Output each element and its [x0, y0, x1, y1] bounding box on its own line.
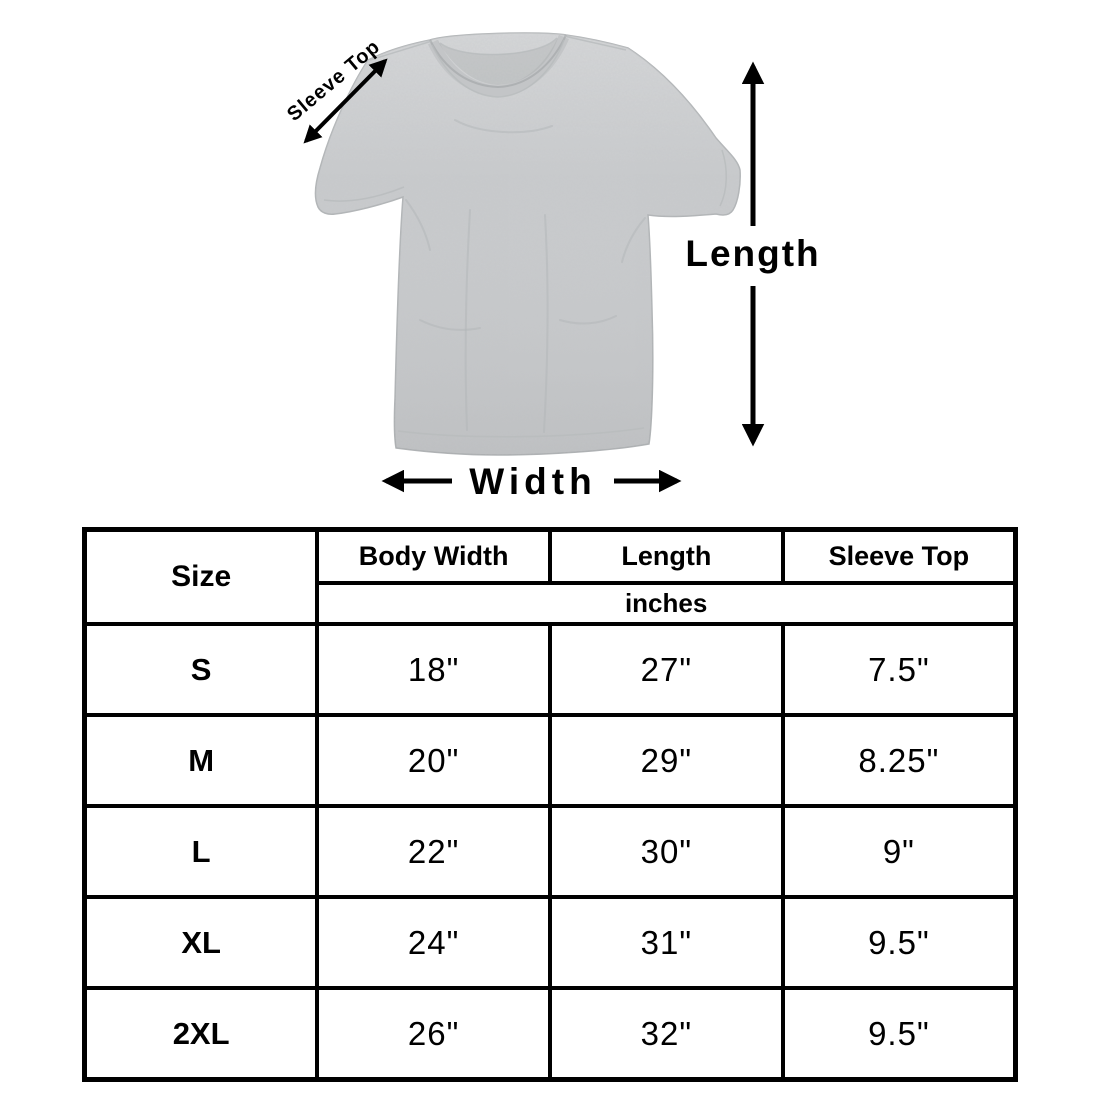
table-row-m: M 20" 29" 8.25" [82, 713, 1018, 808]
length-cell: 29" [548, 713, 785, 808]
wrinkle-line [464, 209, 471, 431]
sleeve-top-cell: 9" [780, 804, 1018, 899]
sleeve-top-cell: 9.5" [780, 895, 1018, 990]
left-cuff-seam [323, 186, 405, 202]
table-unit-row: inches [85, 581, 1018, 626]
tshirt-diagram-svg: Sleeve Top Length Width [283, 32, 820, 502]
size-table: Size Body Width Length Sleeve Top inches… [82, 527, 1018, 1082]
body-width-cell: 20" [315, 713, 552, 808]
body-width-cell: 24" [315, 895, 552, 990]
length-label: Length [685, 233, 820, 274]
sleeve-top-arrow [303, 58, 388, 144]
table-row-xl: XL 24" 31" 9.5" [82, 895, 1018, 990]
body-width-cell: 22" [315, 804, 552, 899]
body-width-cell: 26" [315, 986, 552, 1082]
width-label: Width [469, 461, 596, 502]
column-header-length: Length [548, 527, 785, 585]
length-cell: 32" [548, 986, 785, 1082]
column-header-size: Size [82, 527, 320, 626]
width-annotation: Width [381, 461, 682, 502]
size-cell: S [82, 622, 320, 717]
tshirt-measurement-diagram: Sleeve Top Length Width [0, 0, 1100, 527]
right-cuff-seam [719, 149, 727, 207]
wrinkle-line [454, 119, 553, 134]
length-cell: 31" [548, 895, 785, 990]
wrinkle-line [405, 199, 431, 251]
table-row-2xl: 2XL 26" 32" 9.5" [82, 986, 1018, 1082]
wrinkle-line [559, 315, 617, 325]
table-row-l: L 22" 30" 9" [82, 804, 1018, 899]
hem-seam [397, 427, 645, 438]
length-annotation: Length [685, 61, 820, 447]
column-header-body-width: Body Width [315, 527, 552, 585]
sleeve-top-cell: 8.25" [780, 713, 1018, 808]
collar [428, 34, 570, 98]
collar-opening-seam [429, 34, 567, 89]
table-header-row: Size Body Width Length Sleeve Top [82, 527, 1018, 626]
tshirt-graphic [314, 32, 741, 456]
body-width-cell: 18" [315, 622, 552, 717]
column-header-sleeve-top: Sleeve Top [780, 527, 1018, 585]
table-row-s: S 18" 27" 7.5" [82, 622, 1018, 717]
size-cell: L [82, 804, 320, 899]
wrinkle-line [543, 214, 549, 433]
left-shoulder-seam [369, 40, 433, 61]
fabric-wrinkles [405, 119, 646, 433]
size-cell: 2XL [82, 986, 320, 1082]
right-shoulder-seam [563, 35, 627, 51]
length-cell: 27" [548, 622, 785, 717]
unit-header: inches [315, 581, 1018, 626]
size-cell: XL [82, 895, 320, 990]
length-cell: 30" [548, 804, 785, 899]
sleeve-top-cell: 7.5" [780, 622, 1018, 717]
shirt-seams [323, 35, 727, 438]
back-collar-seam [439, 37, 558, 56]
collar-bottom-seam [431, 39, 565, 98]
wrinkle-line [419, 319, 481, 331]
sleeve-top-cell: 9.5" [780, 986, 1018, 1082]
size-cell: M [82, 713, 320, 808]
wrinkle-line [621, 217, 646, 263]
neck-opening-shadow [438, 38, 558, 85]
